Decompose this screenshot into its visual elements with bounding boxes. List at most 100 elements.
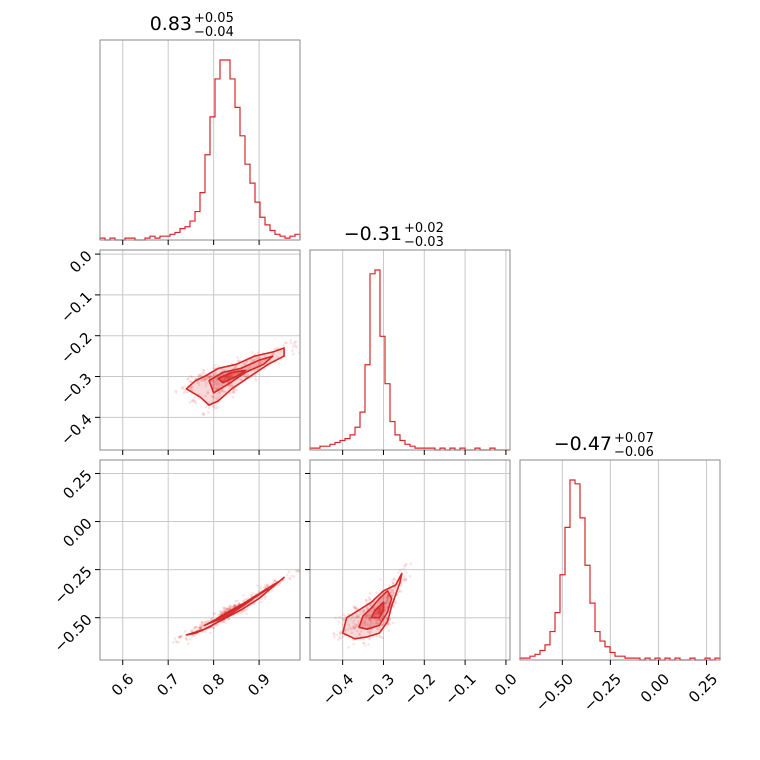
scatter-panel-0-1-point <box>227 376 231 379</box>
scatter-panel-1-2-point <box>379 610 382 613</box>
scatter-panel-0-2-point <box>175 640 179 644</box>
scatter-panel-0-2-point <box>287 570 291 574</box>
scatter-panel-0-2-point <box>208 631 212 635</box>
scatter-panel-0-1-point <box>196 381 200 385</box>
scatter-panel-0-1-point <box>214 407 217 410</box>
scatter-panel-1-2-point <box>347 623 350 626</box>
scatter-panel-0-2-point <box>187 642 190 646</box>
scatter-panel-1-2-point <box>368 631 372 634</box>
scatter-panel-0-1-point <box>213 380 217 384</box>
scatter-panel-0-1-point <box>252 358 255 362</box>
scatter-panel-0-1-point <box>231 384 235 388</box>
scatter-panel-0-2-point <box>266 584 269 587</box>
scatter-panel-1-2-point <box>353 606 356 609</box>
scatter-panel-0-2-point <box>242 594 245 597</box>
scatter-panel-1-2-point <box>367 643 370 646</box>
scatter-panel-0-2-point <box>277 583 281 587</box>
scatter-panel-1-2-point <box>405 562 408 566</box>
scatter-panel-1-2-point <box>366 613 369 616</box>
scatter-panel-0-2-point <box>226 607 229 611</box>
scatter-panel-1-2-point <box>369 604 372 608</box>
scatter-panel-1-2-point <box>378 618 382 621</box>
scatter-panel-0-2-contour-2 <box>217 601 247 619</box>
scatter-panel-0-1-point <box>206 375 210 379</box>
scatter-panel-0-2-point <box>219 609 222 613</box>
scatter-panel-0-1-point <box>181 386 184 390</box>
scatter-panel-0-1-point <box>291 349 294 353</box>
scatter-panel-1-2-point <box>394 602 398 605</box>
scatter-panel-0-2-point <box>256 584 259 588</box>
scatter-panel-0-2-point <box>237 602 241 605</box>
scatter-panel-0-2-point <box>242 599 245 603</box>
scatter-panel-1-2-point <box>389 588 392 591</box>
scatter-panel-0-2-point <box>189 637 192 641</box>
scatter-panel-1-2-point <box>378 609 382 613</box>
scatter-panel-1-2-point <box>385 599 389 602</box>
scatter-panel-0-1-point <box>208 376 211 379</box>
scatter-panel-1-2-point <box>389 591 393 595</box>
scatter-panel-0-1-point <box>204 394 207 398</box>
scatter-panel-1-2-point <box>364 617 367 620</box>
scatter-panel-0-1-point <box>222 377 226 381</box>
scatter-panel-0-2-point <box>234 604 237 608</box>
scatter-panel-0-1-point <box>182 391 186 394</box>
scatter-panel-1-2-point <box>377 609 380 613</box>
scatter-panel-0-2-point <box>288 576 291 580</box>
scatter-panel-0-1-point <box>186 391 189 394</box>
scatter-panel-0-2-point <box>245 612 248 616</box>
scatter-panel-0-1-point <box>207 411 210 414</box>
scatter-panel-1-2-point <box>386 599 389 602</box>
scatter-panel-1-2-point <box>353 625 356 629</box>
scatter-panel-0-1-point <box>193 400 196 404</box>
scatter-panel-0-2-point <box>224 608 227 612</box>
scatter-panel-1-2-point <box>385 617 388 620</box>
scatter-panel-0-1-point <box>214 403 217 406</box>
scatter-panel-1-2-point <box>365 613 368 617</box>
scatter-panel-0-1-point <box>259 362 263 365</box>
scatter-panel-1-2-point <box>378 627 382 630</box>
scatter-panel-1-2-point <box>359 630 363 633</box>
scatter-panel-0-1-point <box>221 368 225 371</box>
scatter-panel-1-2-point <box>340 616 344 620</box>
scatter-panel-0-2-point <box>221 620 225 624</box>
scatter-panel-1-2-point <box>337 620 341 624</box>
scatter-panel-1-2-point <box>353 622 356 626</box>
scatter-panel-0-1: −0.4−0.3−0.2−0.1 0.0 <box>57 247 301 455</box>
scatter-panel-1-2-point <box>368 616 371 619</box>
scatter-panel-0-1-point <box>217 364 221 368</box>
scatter-panel-1-2-point <box>378 619 382 622</box>
scatter-panel-0-1-point <box>212 373 215 377</box>
scatter-panel-0-1-point <box>223 368 227 372</box>
scatter-panel-1-2-point <box>386 596 390 600</box>
scatter-panel-1-2-point <box>391 605 395 609</box>
scatter-panel-1-2-point <box>367 614 371 618</box>
scatter-panel-0-1-point <box>230 384 234 387</box>
scatter-panel-1-2-point <box>377 612 381 615</box>
scatter-panel-1-2-point <box>362 620 366 624</box>
scatter-panel-0-2-point <box>206 619 210 623</box>
scatter-panel-1-2-point <box>334 616 338 620</box>
scatter-panel-0-1-point <box>231 373 234 377</box>
scatter-panel-0-2-point <box>229 607 233 610</box>
scatter-panel-1-2-point <box>355 614 359 618</box>
scatter-panel-1-2-point <box>355 629 359 633</box>
scatter-panel-0-1-point <box>190 376 194 379</box>
scatter-panel-1-2-point <box>380 606 384 609</box>
scatter-panel-1-2-point <box>369 604 373 607</box>
scatter-panel-0-2-point <box>190 629 193 633</box>
scatter-panel-1-2-point <box>358 633 362 636</box>
scatter-panel-1-2-point <box>355 615 359 619</box>
scatter-panel-0-2-point <box>251 591 255 595</box>
histogram-1-title-median: −0.31 <box>344 223 402 245</box>
scatter-panel-0-1-point <box>222 390 225 394</box>
scatter-panel-1-2-point <box>392 621 395 625</box>
scatter-panel-0-2-point <box>285 573 289 577</box>
scatter-panel-0-2-point <box>296 569 299 573</box>
scatter-panel-0-2-point <box>177 635 181 638</box>
scatter-panel-0-2-point <box>197 626 200 629</box>
scatter-panel-1-2-point <box>385 606 388 609</box>
scatter-panel-1-2-point <box>376 621 379 624</box>
scatter-panel-0-1-point <box>230 385 234 388</box>
scatter-panel-1-2-point <box>369 623 372 627</box>
scatter-panel-0-1-point <box>218 391 222 395</box>
